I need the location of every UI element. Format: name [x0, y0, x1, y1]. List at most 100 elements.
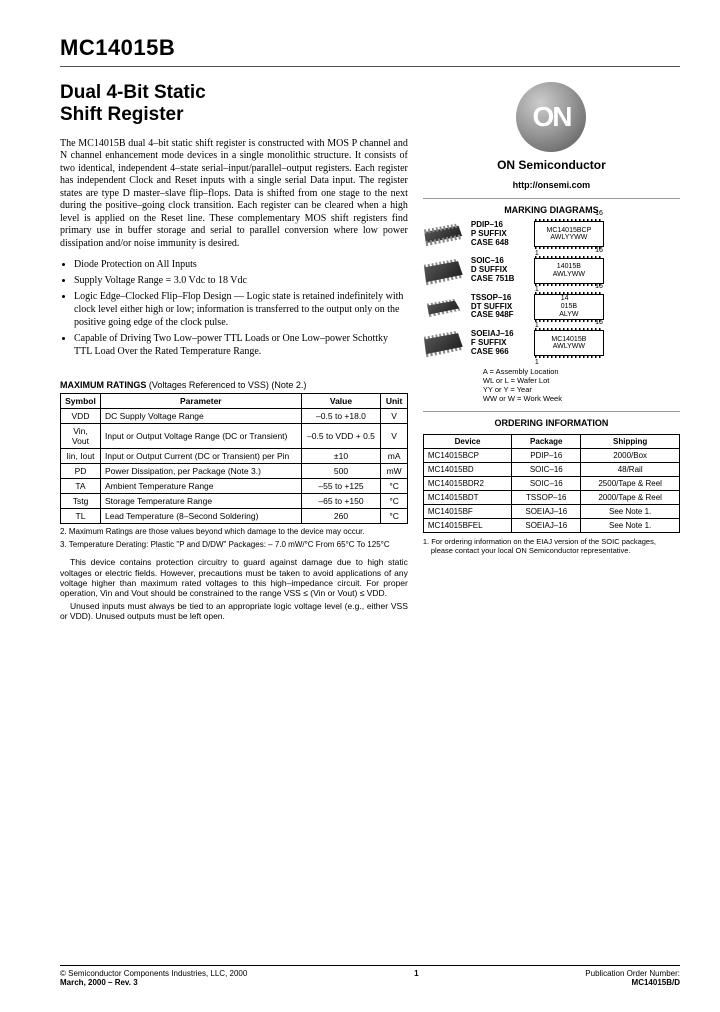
title-line-2: Shift Register: [60, 104, 184, 125]
th-value: Value: [301, 394, 381, 409]
table-cell: DC Supply Voltage Range: [101, 409, 302, 424]
table-row: MC14015BFELSOEIAJ–16See Note 1.: [423, 518, 679, 532]
description: The MC14015B dual 4–bit static shift reg…: [60, 138, 408, 251]
footer-page-number: 1: [414, 969, 418, 987]
footer-rule: [60, 965, 680, 966]
package-row: SOIC–16D SUFFIXCASE 751B 16 14015BAWLYWW…: [423, 257, 680, 283]
table-cell: MC14015BCP: [423, 448, 511, 462]
title-rule: [60, 66, 680, 67]
ordering-note: 1. For ordering information on the EIAJ …: [423, 537, 680, 555]
table-cell: PDIP–16: [512, 448, 581, 462]
note-2: 2. Maximum Ratings are those values beyo…: [60, 527, 408, 537]
legend-line: YY or Y = Year: [483, 385, 680, 394]
legend-line: WL or L = Wafer Lot: [483, 376, 680, 385]
package-label: SOIC–16D SUFFIXCASE 751B: [471, 257, 526, 283]
table-cell: VDD: [61, 409, 101, 424]
table-row: VDDDC Supply Voltage Range–0.5 to +18.0V: [61, 409, 408, 424]
page-title: Dual 4-Bit Static Shift Register: [60, 82, 408, 126]
footer: © Semiconductor Components Industries, L…: [60, 965, 680, 987]
table-cell: Input or Output Current (DC or Transient…: [101, 449, 302, 464]
table-cell: 500: [301, 464, 381, 479]
table-cell: 2500/Tape & Reel: [581, 476, 680, 490]
footer-pub-number: MC14015B/D: [585, 978, 680, 987]
table-cell: Iin, Iout: [61, 449, 101, 464]
table-cell: SOIC–16: [512, 476, 581, 490]
on-logo-icon: ON: [516, 82, 586, 152]
table-cell: 2000/Box: [581, 448, 680, 462]
table-cell: –0.5 to +18.0: [301, 409, 381, 424]
company-name: ON Semiconductor: [423, 158, 680, 172]
feature-item: Diode Protection on All Inputs: [74, 258, 408, 271]
table-cell: V: [381, 424, 408, 449]
package-icon: [423, 294, 463, 320]
table-row: Iin, IoutInput or Output Current (DC or …: [61, 449, 408, 464]
table-cell: MC14015BDT: [423, 490, 511, 504]
table-cell: MC14015BF: [423, 504, 511, 518]
table-cell: MC14015BFEL: [423, 518, 511, 532]
th-symbol: Symbol: [61, 394, 101, 409]
table-cell: mW: [381, 464, 408, 479]
table-cell: –65 to +150: [301, 494, 381, 509]
table-cell: Lead Temperature (8–Second Soldering): [101, 509, 302, 524]
th-device: Device: [423, 434, 511, 448]
footer-pub-label: Publication Order Number:: [585, 969, 680, 978]
table-cell: Power Dissipation, per Package (Note 3.): [101, 464, 302, 479]
th-shipping: Shipping: [581, 434, 680, 448]
left-column: Dual 4-Bit Static Shift Register The MC1…: [60, 82, 408, 625]
legend-line: A = Assembly Location: [483, 367, 680, 376]
table-row: MC14015BFSOEIAJ–16See Note 1.: [423, 504, 679, 518]
table-cell: V: [381, 409, 408, 424]
logo-area: ON ON Semiconductor http://onsemi.com: [423, 82, 680, 190]
package-label: TSSOP–16DT SUFFIXCASE 948F: [471, 294, 526, 320]
table-cell: 2000/Tape & Reel: [581, 490, 680, 504]
table-cell: °C: [381, 479, 408, 494]
th-param: Parameter: [101, 394, 302, 409]
ratings-title-text: MAXIMUM RATINGS: [60, 380, 146, 390]
package-row: PDIP–16P SUFFIXCASE 648 16 MC14015BCPAWL…: [423, 221, 680, 247]
table-row: TAAmbient Temperature Range–55 to +125°C: [61, 479, 408, 494]
ratings-title: MAXIMUM RATINGS (Voltages Referenced to …: [60, 380, 408, 390]
table-cell: See Note 1.: [581, 504, 680, 518]
table-cell: –0.5 to VDD + 0.5: [301, 424, 381, 449]
feature-item: Supply Voltage Range = 3.0 Vdc to 18 Vdc: [74, 274, 408, 287]
table-cell: 48/Rail: [581, 462, 680, 476]
feature-list: Diode Protection on All Inputs Supply Vo…: [60, 258, 408, 358]
table-cell: SOIC–16: [512, 462, 581, 476]
package-icon: [423, 258, 463, 284]
table-row: PDPower Dissipation, per Package (Note 3…: [61, 464, 408, 479]
package-marking: 16 MC14015BAWLYWW 1: [534, 330, 604, 356]
table-cell: Vin, Vout: [61, 424, 101, 449]
note-3: 3. Temperature Derating: Plastic "P and …: [60, 540, 408, 550]
footer-date: March, 2000 – Rev. 3: [60, 978, 247, 987]
table-cell: Ambient Temperature Range: [101, 479, 302, 494]
company-url: http://onsemi.com: [423, 180, 680, 190]
package-marking: 16 14015BALYW 1: [534, 294, 604, 320]
table-cell: ±10: [301, 449, 381, 464]
package-marking: 16 14015BAWLYWW 1: [534, 258, 604, 284]
package-row: TSSOP–16DT SUFFIXCASE 948F 16 14015BALYW…: [423, 294, 680, 320]
package-marking: 16 MC14015BCPAWLYYWW 1: [534, 221, 604, 247]
table-cell: TSSOP–16: [512, 490, 581, 504]
part-number: MC14015B: [60, 35, 680, 61]
ratings-table: Symbol Parameter Value Unit VDDDC Supply…: [60, 393, 408, 524]
marking-title: MARKING DIAGRAMS: [423, 205, 680, 215]
th-package: Package: [512, 434, 581, 448]
table-cell: See Note 1.: [581, 518, 680, 532]
feature-item: Capable of Driving Two Low–power TTL Loa…: [74, 332, 408, 358]
table-row: MC14015BDR2SOIC–162500/Tape & Reel: [423, 476, 679, 490]
section-rule: [423, 411, 680, 412]
table-cell: 260: [301, 509, 381, 524]
table-row: TLLead Temperature (8–Second Soldering)2…: [61, 509, 408, 524]
table-cell: Tstg: [61, 494, 101, 509]
marking-legend: A = Assembly LocationWL or L = Wafer Lot…: [483, 367, 680, 403]
footer-copyright: © Semiconductor Components Industries, L…: [60, 969, 247, 978]
table-cell: Input or Output Voltage Range (DC or Tra…: [101, 424, 302, 449]
title-line-1: Dual 4-Bit Static: [60, 82, 206, 103]
table-cell: –55 to +125: [301, 479, 381, 494]
right-column: ON ON Semiconductor http://onsemi.com MA…: [423, 82, 680, 625]
table-cell: MC14015BDR2: [423, 476, 511, 490]
table-cell: °C: [381, 509, 408, 524]
table-cell: MC14015BD: [423, 462, 511, 476]
package-label: PDIP–16P SUFFIXCASE 648: [471, 221, 526, 247]
th-unit: Unit: [381, 394, 408, 409]
